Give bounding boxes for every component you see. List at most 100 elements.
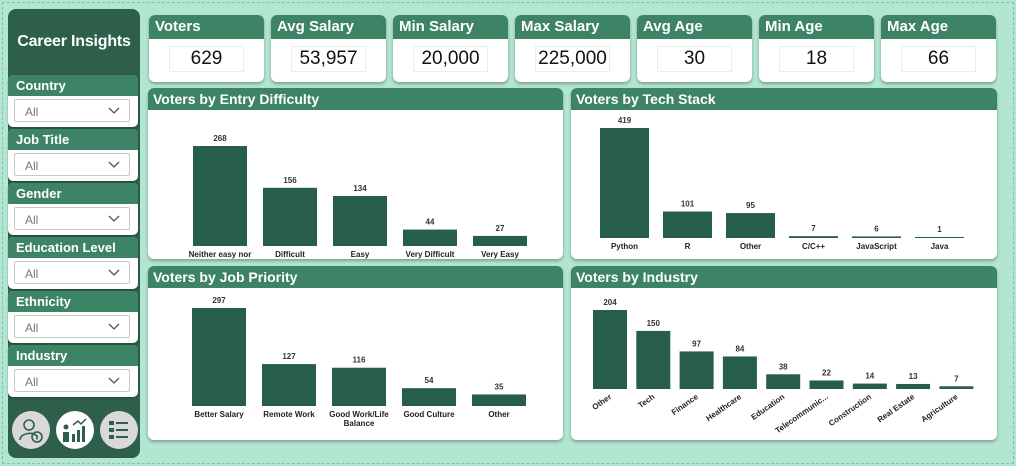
kpi-label: Min Salary xyxy=(393,15,508,39)
data-label-3: 54 xyxy=(425,376,434,385)
dropdown-value: All xyxy=(25,321,39,335)
bar-4[interactable] xyxy=(766,374,801,389)
bar-3[interactable] xyxy=(402,388,456,406)
chart-title: Voters by Tech Stack xyxy=(571,88,997,110)
industry-dropdown[interactable]: All xyxy=(14,369,130,392)
chart-title: Voters by Job Priority xyxy=(148,266,563,288)
kpi-label: Avg Age xyxy=(637,15,752,39)
category-label-0: Other xyxy=(591,392,614,412)
bar-5[interactable] xyxy=(809,380,844,389)
bar-0[interactable] xyxy=(193,146,247,246)
data-label-0: 268 xyxy=(213,134,227,143)
kpi-label: Voters xyxy=(149,15,264,39)
slicer-job-title: Job Title All xyxy=(8,129,138,181)
chevron-down-icon xyxy=(108,107,120,114)
bar-4[interactable] xyxy=(852,236,901,238)
data-label-4: 38 xyxy=(779,362,788,371)
data-label-0: 297 xyxy=(212,296,226,305)
nav-button-people-chart[interactable] xyxy=(56,411,94,449)
category-label-1: R xyxy=(685,242,691,251)
job-title-dropdown[interactable]: All xyxy=(14,153,130,176)
bar-8[interactable] xyxy=(939,386,974,389)
chart-panel-industry[interactable]: Voters by Industry 204 Other 150 Tech 97 Fina… xyxy=(571,266,997,440)
data-label-3: 7 xyxy=(811,224,816,233)
category-label-1: Difficult xyxy=(275,250,305,259)
app-title: Career Insights xyxy=(17,33,131,50)
kpi-card-avg-age: Avg Age 30 xyxy=(637,15,752,82)
category-label-6: Construction xyxy=(827,392,873,428)
category-label-1: Tech xyxy=(636,392,656,410)
chart-panel-job-priority[interactable]: Voters by Job Priority 297 Better Salary 1… xyxy=(148,266,563,440)
bar-1[interactable] xyxy=(663,211,712,238)
kpi-label: Avg Salary xyxy=(271,15,386,39)
bar-5[interactable] xyxy=(915,237,964,238)
data-label-3: 84 xyxy=(735,344,744,353)
country-dropdown[interactable]: All xyxy=(14,99,130,122)
kpi-label: Max Age xyxy=(881,15,996,39)
slicer-ethnicity: Ethnicity All xyxy=(8,291,138,343)
kpi-card-voters: Voters 629 xyxy=(149,15,264,82)
category-label-1: Remote Work xyxy=(263,410,315,419)
bar-7[interactable] xyxy=(896,383,931,389)
data-label-2: 97 xyxy=(692,339,701,348)
bar-0[interactable] xyxy=(192,308,246,406)
nav-button-list-details[interactable] xyxy=(100,411,138,449)
chart-panel-entry-difficulty[interactable]: Voters by Entry Difficulty 268 Neither ea… xyxy=(148,88,563,259)
bar-1[interactable] xyxy=(262,364,316,406)
bar-0[interactable] xyxy=(600,128,649,238)
category-label-4: JavaScript xyxy=(856,242,897,251)
bar-2[interactable] xyxy=(333,196,387,246)
category-label-0: Python xyxy=(611,242,638,251)
bar-6[interactable] xyxy=(852,383,887,389)
category-label-4: Other xyxy=(488,410,509,419)
category-label-0: Better Salary xyxy=(194,410,244,419)
bar-4[interactable] xyxy=(472,394,526,406)
chart-panel-tech-stack[interactable]: Voters by Tech Stack 419 Python 101 R 95 Othe… xyxy=(571,88,997,259)
category-label-3: C/C++ xyxy=(802,242,825,251)
bar-1[interactable] xyxy=(636,330,671,389)
chevron-down-icon xyxy=(108,377,120,384)
kpi-card-min-age: Min Age 18 xyxy=(759,15,874,82)
bar-3[interactable] xyxy=(722,356,757,389)
bar-2[interactable] xyxy=(332,367,386,406)
chevron-down-icon xyxy=(108,323,120,330)
kpi-value: 629 xyxy=(169,46,244,72)
job-priority-chart: 297 Better Salary 127 Remote Work 116 Good Wo… xyxy=(192,296,526,428)
data-label-1: 150 xyxy=(647,319,661,328)
gender-dropdown[interactable]: All xyxy=(14,207,130,230)
category-label-5: Java xyxy=(931,242,949,251)
chevron-down-icon xyxy=(108,161,120,168)
education-level-dropdown[interactable]: All xyxy=(14,261,130,284)
slicer-label: Ethnicity xyxy=(8,291,138,312)
data-label-2: 116 xyxy=(353,356,366,365)
category-label-4: Very Easy xyxy=(481,250,519,259)
bar-4[interactable] xyxy=(473,235,527,246)
bar-0[interactable] xyxy=(593,310,627,389)
ethnicity-dropdown[interactable]: All xyxy=(14,315,130,338)
category-label-2: Balance xyxy=(344,419,375,428)
user-info-icon xyxy=(19,419,43,443)
data-label-4: 6 xyxy=(874,224,879,233)
category-label-3: Good Culture xyxy=(403,410,455,419)
kpi-value: 30 xyxy=(657,46,732,72)
data-label-2: 134 xyxy=(353,184,367,193)
dropdown-value: All xyxy=(25,159,39,173)
nav-button-user-info[interactable] xyxy=(12,411,50,449)
bar-3[interactable] xyxy=(789,236,838,238)
bar-2[interactable] xyxy=(679,351,714,389)
kpi-value: 66 xyxy=(901,46,976,72)
bar-1[interactable] xyxy=(263,187,317,246)
category-label-2: Finance xyxy=(670,392,700,417)
category-label-8: Agriculture xyxy=(919,392,960,424)
chevron-down-icon xyxy=(108,269,120,276)
data-label-1: 127 xyxy=(282,352,296,361)
data-label-0: 204 xyxy=(603,298,617,307)
category-label-7: Real Estate xyxy=(876,392,917,424)
slicer-country: Country All xyxy=(8,75,138,127)
bar-2[interactable] xyxy=(726,213,775,238)
category-label-2: Other xyxy=(740,242,761,251)
kpi-label: Max Salary xyxy=(515,15,630,39)
people-chart-icon xyxy=(63,418,87,442)
dropdown-value: All xyxy=(25,267,39,281)
bar-3[interactable] xyxy=(403,229,457,246)
